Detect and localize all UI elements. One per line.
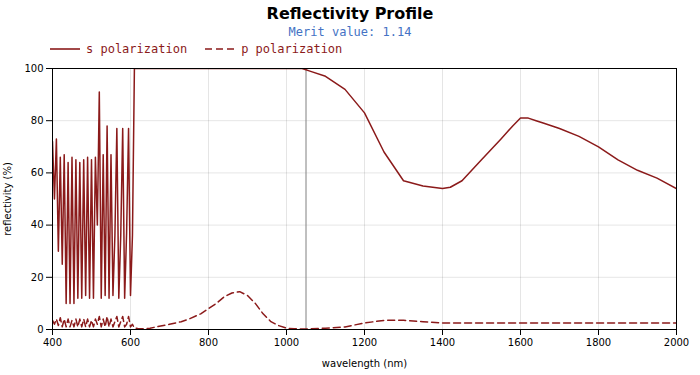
svg-text:600: 600 [121, 337, 140, 348]
svg-text:60: 60 [31, 167, 44, 178]
html-text:Reflectivity Profile: Reflectivity Profile [266, 4, 434, 23]
html-text:s polarization: s polarization [86, 42, 188, 56]
svg-text:2000: 2000 [664, 337, 689, 348]
svg-text:1200: 1200 [352, 337, 377, 348]
svg-text:wavelength (nm): wavelength (nm) [322, 358, 407, 369]
svg-text:800: 800 [199, 337, 218, 348]
svg-text:100: 100 [24, 63, 43, 74]
svg-text:0: 0 [37, 324, 43, 335]
svg-text:80: 80 [31, 115, 44, 126]
svg-text:1400: 1400 [430, 337, 455, 348]
svg-text:20: 20 [31, 272, 44, 283]
svg-text:reflectivity (%): reflectivity (%) [2, 162, 13, 236]
svg-text:1000: 1000 [274, 337, 299, 348]
svg-text:1600: 1600 [508, 337, 533, 348]
svg-text:1800: 1800 [586, 337, 611, 348]
svg-text:40: 40 [31, 219, 44, 230]
html-text:Merit value: 1.14: Merit value: 1.14 [288, 25, 412, 39]
svg-text:400: 400 [43, 337, 62, 348]
html-text:p polarization: p polarization [241, 42, 343, 56]
